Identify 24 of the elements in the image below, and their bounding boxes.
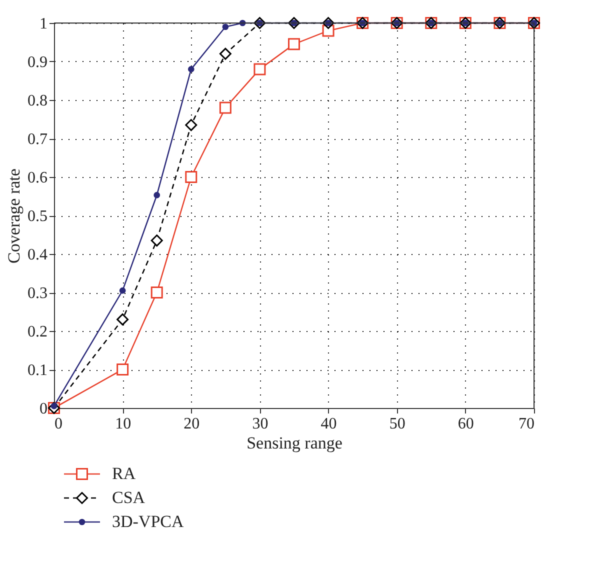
y-tick-label: 0.9 xyxy=(28,54,48,71)
y-tick-label: 0.3 xyxy=(28,285,48,302)
x-tick-label: 40 xyxy=(320,416,337,432)
legend-label: CSA xyxy=(112,488,146,507)
y-tick-label: 0.2 xyxy=(28,324,48,340)
x-tick-label: 10 xyxy=(115,416,132,432)
x-tick-label: 0 xyxy=(54,416,62,432)
x-tick-label: 50 xyxy=(389,416,406,432)
y-tick-label: 0.6 xyxy=(28,170,48,186)
legend-label: RA xyxy=(112,464,136,483)
y-tick-label: 0.4 xyxy=(28,246,48,264)
x-tick-label: 60 xyxy=(458,416,474,432)
legend-label: 3D-VPCA xyxy=(112,512,185,531)
y-axis-title: Coverage rate xyxy=(4,168,24,264)
x-tick-label: 70 xyxy=(518,416,534,432)
y-tick-label: 0.5 xyxy=(28,208,48,225)
y-tick-label: 0.8 xyxy=(28,92,48,110)
y-tick-label: 0.1 xyxy=(28,362,48,379)
x-axis-title: Sensing range xyxy=(246,434,342,452)
x-tick-label: 30 xyxy=(252,416,268,432)
y-tick-label: 0 xyxy=(40,400,48,418)
y-tick-label: 1 xyxy=(40,16,48,32)
x-tick-label: 20 xyxy=(184,416,200,432)
y-tick-label: 0.7 xyxy=(28,131,48,148)
